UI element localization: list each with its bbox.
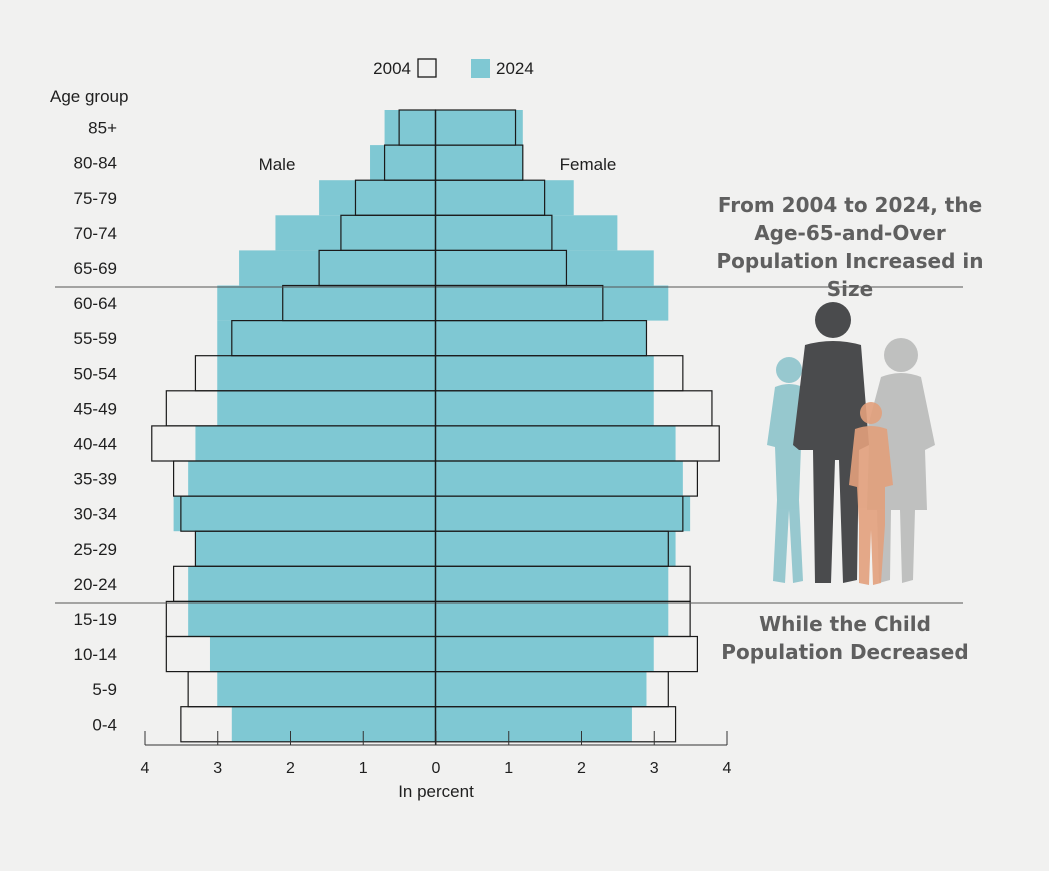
age-label: 20-24 — [74, 575, 117, 594]
bar-2024-female-75-79 — [435, 180, 574, 216]
x-tick-label: 1 — [359, 760, 368, 777]
bar-2024-female-20-24 — [435, 566, 669, 602]
age-label: 5-9 — [92, 680, 117, 699]
age-label: 35-39 — [74, 470, 117, 489]
legend-label-2004: 2004 — [373, 59, 411, 78]
age-label: 45-49 — [74, 399, 117, 418]
age-label: 30-34 — [74, 505, 117, 524]
x-tick-label: 0 — [432, 760, 441, 777]
legend-swatch-2004 — [417, 58, 437, 78]
bar-2024-female-80-84 — [435, 145, 523, 181]
bar-2024-male-20-24 — [188, 566, 436, 602]
x-tick-label: 3 — [213, 760, 222, 777]
bar-2024-female-70-74 — [435, 215, 618, 251]
family-silhouettes-illustration — [767, 302, 935, 585]
legend: 2004 2024 — [373, 58, 534, 78]
age-labels: 85+ 80-84 75-79 70-74 65-69 60-64 55-59 50-54 45… — [74, 119, 118, 735]
bar-2024-male-15-19 — [188, 601, 436, 637]
bar-2024-female-35-39 — [435, 461, 683, 497]
age-label: 40-44 — [74, 434, 117, 453]
bar-2024-male-0-4 — [231, 706, 436, 742]
age-label: 0-4 — [92, 715, 117, 734]
annotation-bottom: While the Child Population Decreased — [721, 612, 969, 664]
x-tick-label: 1 — [504, 760, 513, 777]
bar-2024-female-0-4 — [435, 706, 632, 742]
x-axis-label: In percent — [398, 782, 474, 801]
bar-2024-male-65-69 — [239, 250, 436, 286]
x-tick-label: 4 — [141, 760, 150, 777]
bar-2024-male-45-49 — [217, 390, 436, 426]
bar-2024-female-60-64 — [435, 285, 669, 321]
bar-2024-female-5-9 — [435, 671, 647, 707]
age-label: 60-64 — [74, 294, 117, 313]
age-axis-title: Age group — [50, 87, 128, 106]
female-label: Female — [560, 155, 617, 174]
age-label: 85+ — [88, 119, 117, 138]
x-tick-label: 4 — [723, 760, 732, 777]
bar-2024-male-60-64 — [217, 285, 436, 321]
bar-2024-male-80-84 — [370, 145, 436, 181]
x-tick-label: 2 — [286, 760, 295, 777]
bar-2024-male-70-74 — [275, 215, 436, 251]
x-axis-ticks: 4 3 2 1 0 1 2 3 4 — [141, 731, 732, 777]
bar-2024-male-25-29 — [195, 531, 436, 567]
bar-2024-male-35-39 — [188, 461, 436, 497]
bar-2024-male-50-54 — [217, 355, 436, 391]
legend-swatch-2024 — [471, 59, 490, 78]
legend-label-2024: 2024 — [496, 59, 534, 78]
age-label: 70-74 — [74, 224, 117, 243]
age-label: 10-14 — [74, 645, 117, 664]
bar-2024-male-55-59 — [217, 320, 436, 356]
annotation-top: From 2004 to 2024, the Age-65-and-Over P… — [716, 193, 984, 301]
bar-2024-male-10-14 — [209, 636, 436, 672]
age-label: 15-19 — [74, 610, 117, 629]
bar-2024-female-10-14 — [435, 636, 654, 672]
bar-2024-male-75-79 — [319, 180, 436, 216]
series-2024 — [173, 110, 691, 742]
bar-2024-female-85+ — [435, 110, 523, 146]
child-right-silhouette-icon — [849, 402, 893, 585]
man-silhouette-icon — [793, 302, 869, 583]
age-label: 25-29 — [74, 540, 117, 559]
bar-2024-male-5-9 — [217, 671, 436, 707]
bar-2024-male-30-34 — [173, 496, 436, 532]
bar-2024-male-40-44 — [195, 425, 436, 461]
bar-2024-female-40-44 — [435, 425, 676, 461]
x-tick-label: 3 — [650, 760, 659, 777]
age-label: 55-59 — [74, 329, 117, 348]
x-tick-label: 2 — [577, 760, 586, 777]
bar-2024-female-55-59 — [435, 320, 647, 356]
bar-2024-female-15-19 — [435, 601, 669, 637]
bar-2024-female-50-54 — [435, 355, 654, 391]
age-label: 65-69 — [74, 259, 117, 278]
bar-2024-female-65-69 — [435, 250, 654, 286]
age-label: 75-79 — [74, 189, 117, 208]
age-label: 80-84 — [74, 154, 117, 173]
bar-2024-female-25-29 — [435, 531, 676, 567]
bar-2024-female-45-49 — [435, 390, 654, 426]
bar-2024-female-30-34 — [435, 496, 691, 532]
male-label: Male — [259, 155, 296, 174]
bar-2024-male-85+ — [384, 110, 436, 146]
age-label: 50-54 — [74, 364, 117, 383]
